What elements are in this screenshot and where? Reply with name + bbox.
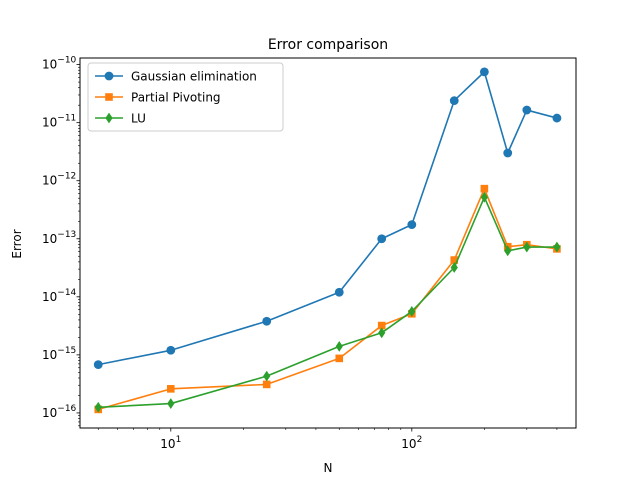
- plot-frame: [79, 57, 577, 429]
- data-point: [407, 220, 417, 230]
- x-axis-label: N: [324, 461, 333, 475]
- data-point: [263, 370, 271, 382]
- y-tick-label: 10−10: [42, 56, 77, 72]
- x-axis-ticks: 101 102: [97, 428, 558, 451]
- legend: Gaussian elimination Partial Pivoting LU: [87, 62, 284, 132]
- legend-marker: [105, 93, 113, 101]
- data-point: [167, 398, 175, 409]
- y-axis-ticks: 10−16 10−15 10−14 10−13 10−12 10−11 10−10: [42, 56, 80, 427]
- x-tick-label: 101: [160, 435, 181, 451]
- legend-box: [87, 62, 284, 132]
- data-point: [480, 184, 489, 193]
- legend-label: LU: [131, 112, 146, 126]
- data-point: [503, 148, 513, 158]
- legend-label: Gaussian elimination: [131, 70, 257, 84]
- data-point: [377, 321, 386, 330]
- chart-title: Error comparison: [268, 37, 388, 53]
- data-point: [450, 262, 458, 273]
- y-tick-label: 10−14: [42, 288, 77, 304]
- data-point: [553, 241, 561, 253]
- data-point: [166, 345, 176, 355]
- data-point: [378, 327, 386, 339]
- data-point: [480, 191, 488, 203]
- legend-item: Partial Pivoting: [95, 91, 221, 105]
- legend-item: LU: [95, 112, 146, 126]
- y-tick-label: 10−15: [42, 346, 76, 362]
- y-axis-label: Error: [10, 229, 24, 258]
- data-point: [552, 113, 562, 123]
- x-tick-label: 102: [401, 435, 422, 451]
- data-point: [334, 287, 344, 297]
- data-point: [377, 234, 387, 244]
- series-lu: [94, 191, 561, 413]
- data-point: [94, 401, 102, 413]
- series-layer: [93, 67, 562, 414]
- data-point: [450, 256, 459, 264]
- y-tick-label: 10−11: [42, 114, 76, 130]
- series-gaussian-elimination: [93, 67, 562, 369]
- y-tick-label: 10−16: [42, 404, 77, 420]
- data-point: [167, 385, 175, 393]
- data-point: [335, 354, 344, 363]
- legend-marker: [104, 71, 114, 81]
- legend-marker: [105, 112, 113, 124]
- data-point: [262, 380, 271, 389]
- data-point: [449, 96, 459, 105]
- data-point: [523, 241, 531, 253]
- data-point: [522, 105, 532, 115]
- legend-label: Partial Pivoting: [131, 91, 221, 105]
- data-point: [479, 67, 489, 77]
- data-point: [262, 316, 272, 326]
- legend-item: Gaussian elimination: [95, 70, 257, 84]
- y-tick-label: 10−12: [42, 172, 76, 188]
- data-point: [504, 245, 512, 257]
- data-point: [408, 306, 416, 317]
- data-point: [93, 360, 103, 369]
- data-point: [335, 340, 343, 352]
- y-tick-label: 10−13: [42, 230, 76, 246]
